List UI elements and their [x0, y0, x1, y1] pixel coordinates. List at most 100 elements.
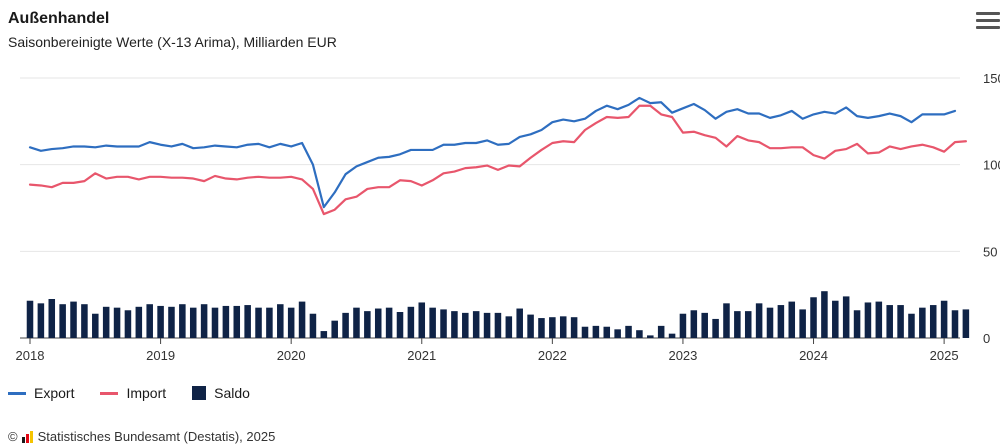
saldo-bar — [407, 306, 415, 338]
hamburger-menu-icon[interactable] — [976, 12, 1000, 32]
x-tick-label: 2022 — [538, 348, 567, 363]
saldo-bar — [647, 335, 654, 338]
saldo-bar — [625, 325, 632, 338]
saldo-bar — [788, 301, 796, 338]
x-tick-label: 2024 — [799, 348, 828, 363]
saldo-bar — [26, 300, 34, 338]
saldo-bar — [712, 318, 719, 338]
x-tick-label: 2023 — [668, 348, 697, 363]
saldo-bar — [102, 306, 110, 338]
saldo-bar — [810, 297, 817, 338]
saldo-bar — [342, 312, 349, 338]
saldo-bar — [266, 307, 273, 338]
legend-item-import[interactable]: Import — [100, 385, 166, 401]
saldo-bar — [287, 307, 295, 338]
saldo-bar — [462, 312, 469, 338]
saldo-bar — [309, 313, 317, 338]
saldo-bar — [320, 331, 328, 338]
saldo-bar — [233, 305, 241, 338]
saldo-bar — [886, 305, 893, 338]
saldo-bar — [929, 305, 937, 338]
saldo-bar — [440, 309, 447, 338]
saldo-bar — [592, 325, 600, 338]
saldo-bar — [364, 311, 371, 338]
chart-subtitle: Saisonbereinigte Werte (X-13 Arima), Mil… — [8, 34, 337, 50]
series-line-export — [28, 96, 957, 209]
saldo-bar — [48, 299, 56, 338]
saldo-bar — [723, 303, 730, 338]
saldo-bar — [200, 304, 208, 338]
saldo-bar — [385, 307, 393, 338]
x-tick-label: 2018 — [16, 348, 45, 363]
series-line-import — [28, 104, 967, 216]
saldo-bar — [483, 312, 491, 338]
source-text: Statistisches Bundesamt (Destatis), 2025 — [37, 429, 276, 444]
saldo-bar — [603, 326, 611, 338]
legend-label-import: Import — [126, 385, 167, 401]
saldo-bar — [679, 313, 687, 338]
saldo-bar — [451, 311, 458, 338]
saldo-bar — [766, 307, 774, 338]
saldo-bar — [864, 302, 872, 338]
saldo-bar — [146, 304, 153, 338]
saldo-bar — [298, 301, 306, 338]
menu-bar — [976, 19, 1000, 22]
saldo-bar — [549, 317, 556, 338]
saldo-bar — [951, 310, 959, 338]
chart-title: Außenhandel — [8, 10, 110, 27]
saldo-bar — [179, 304, 186, 338]
saldo-bar — [897, 305, 904, 338]
menu-bar — [976, 26, 1000, 29]
saldo-bar — [124, 310, 132, 338]
x-tick-label: 2025 — [930, 348, 959, 363]
saldo-bar — [581, 326, 589, 338]
saldo-bar — [244, 305, 251, 338]
saldo-bar — [222, 305, 230, 338]
saldo-bar — [962, 309, 970, 338]
menu-bar — [976, 12, 1000, 15]
saldo-bar — [668, 333, 676, 338]
saldo-bar — [570, 317, 578, 338]
saldo-bar — [331, 320, 338, 338]
copyright-symbol: © — [8, 429, 18, 444]
saldo-bar — [189, 307, 197, 338]
source-credit: © Statistisches Bundesamt (Destatis), 20… — [8, 429, 275, 444]
legend-line-export — [8, 391, 26, 395]
saldo-bar — [538, 318, 545, 338]
saldo-bar — [940, 300, 948, 338]
saldo-bar — [636, 330, 643, 338]
saldo-bar — [472, 311, 480, 338]
saldo-bar — [81, 304, 88, 338]
saldo-bar — [135, 306, 143, 338]
legend-label-export: Export — [34, 385, 75, 401]
saldo-bar — [527, 314, 534, 338]
y-tick-label: 100 — [983, 158, 1000, 173]
saldo-bar — [37, 303, 45, 338]
legend-label-saldo: Saldo — [214, 385, 250, 401]
saldo-bar — [70, 301, 77, 338]
saldo-bar — [353, 307, 360, 338]
saldo-bar — [168, 306, 175, 338]
saldo-bar — [832, 300, 839, 338]
saldo-bar — [842, 296, 850, 338]
legend-box-saldo — [192, 386, 207, 400]
saldo-bar — [853, 310, 861, 338]
y-tick-label: 0 — [983, 331, 990, 346]
saldo-bar — [277, 304, 284, 338]
saldo-bar — [919, 307, 926, 338]
saldo-bar — [755, 303, 763, 338]
saldo-bar — [92, 313, 99, 338]
x-tick-label: 2021 — [407, 348, 436, 363]
saldo-bar — [516, 308, 523, 338]
y-tick-label: 50 — [983, 244, 997, 259]
saldo-bar — [744, 311, 752, 338]
saldo-bar — [908, 313, 915, 338]
saldo-bar — [418, 302, 426, 338]
saldo-bar — [821, 291, 828, 338]
legend-item-saldo[interactable]: Saldo — [192, 385, 250, 401]
saldo-bar — [657, 325, 665, 338]
saldo-bar — [255, 307, 262, 338]
legend-item-export[interactable]: Export — [8, 385, 74, 401]
saldo-bar — [211, 307, 219, 338]
saldo-bar — [396, 312, 404, 338]
